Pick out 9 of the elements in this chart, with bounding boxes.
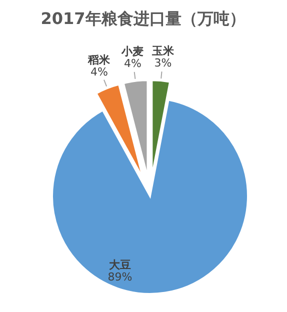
data-label: 3% [154, 56, 172, 70]
chart-title: 2017年粮食进口量（万吨） [40, 9, 246, 28]
slice-label: 玉米 [150, 44, 175, 58]
data-label: 4% [124, 57, 142, 70]
data-label: 4% [90, 66, 108, 79]
slice-label: 小麦 [120, 45, 144, 58]
slice-label: 稻米 [87, 54, 112, 67]
slice-label: 大豆 [108, 258, 131, 272]
data-label: 89% [108, 270, 132, 284]
